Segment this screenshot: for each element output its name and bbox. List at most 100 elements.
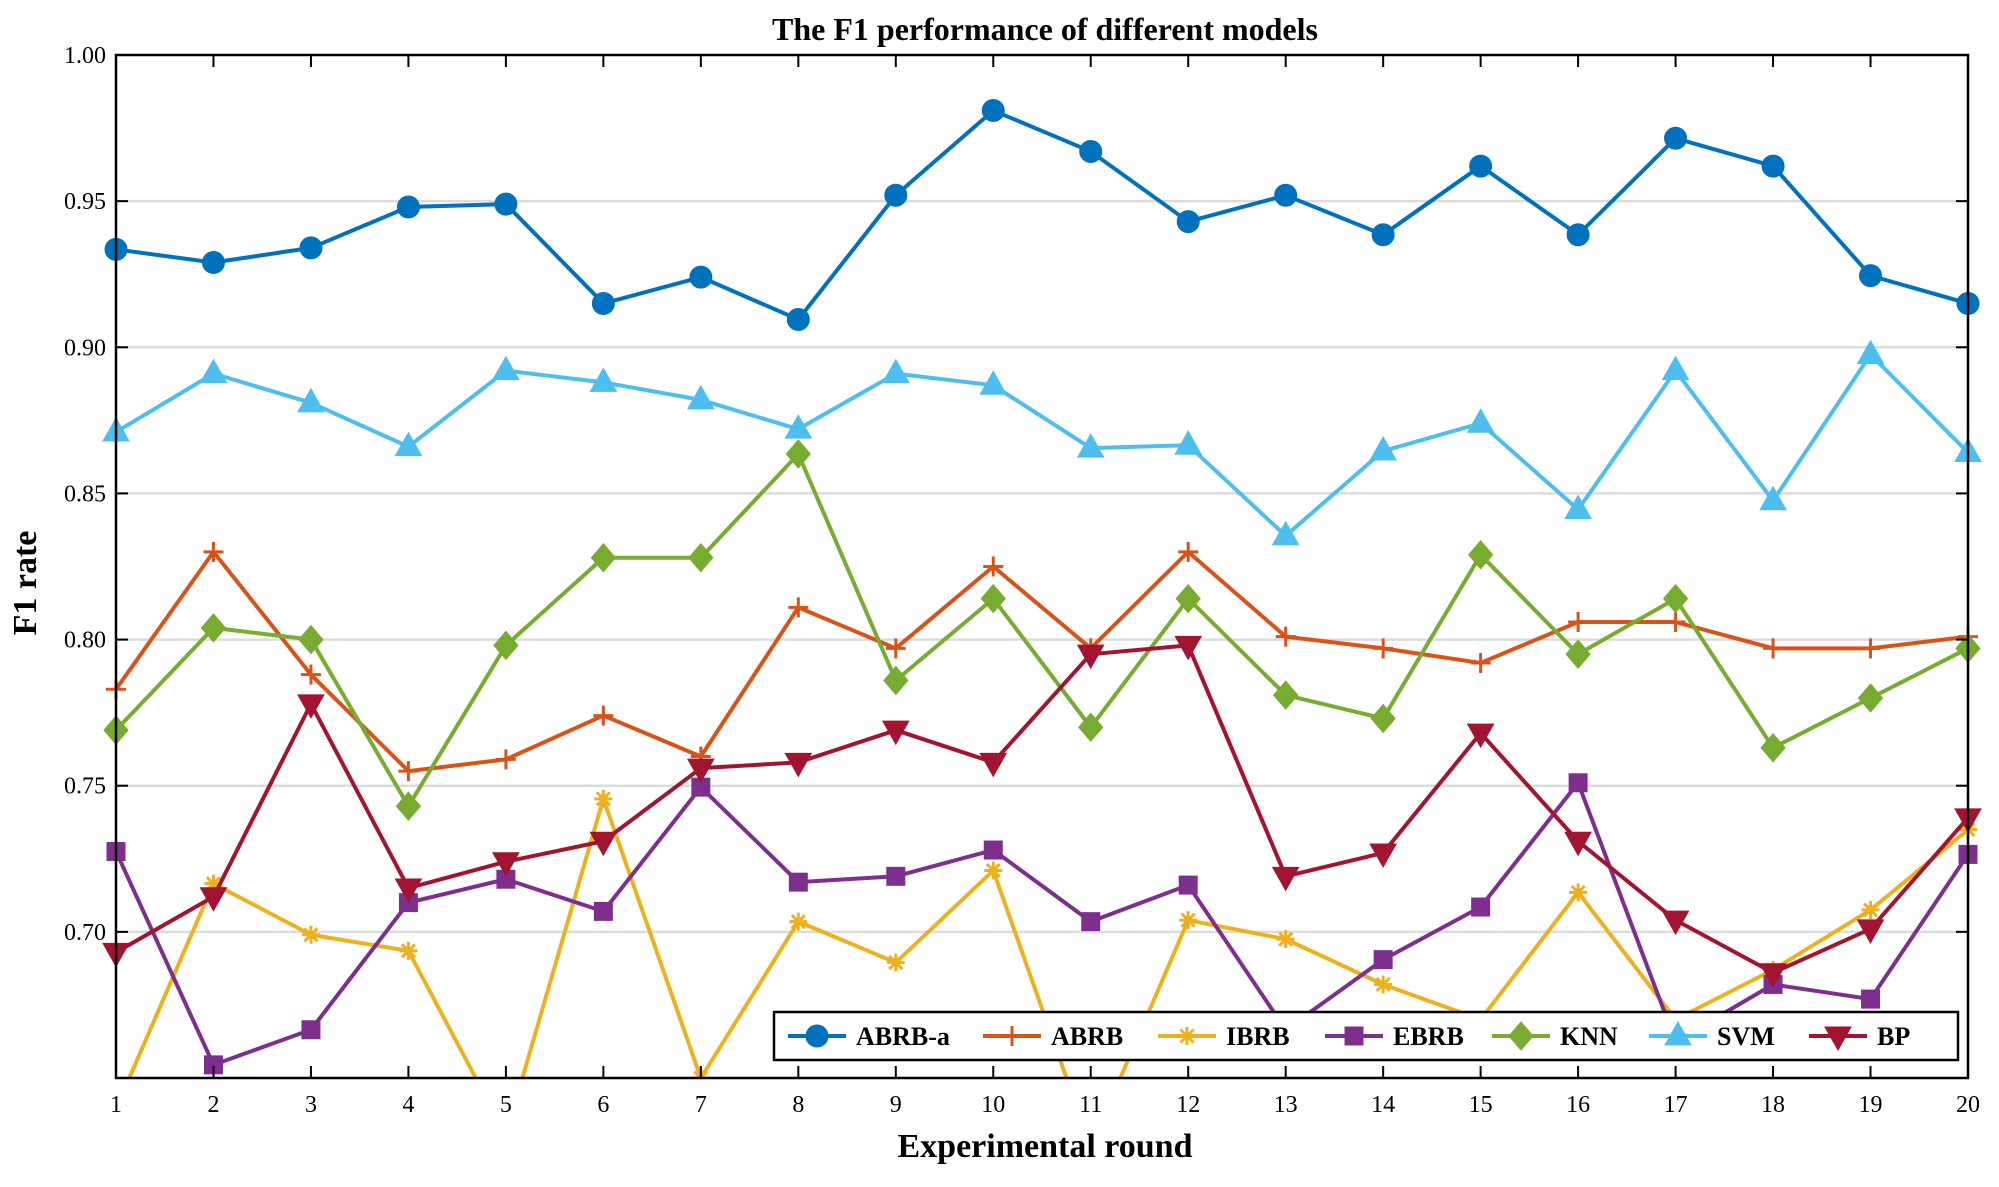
data-point-abrb-a bbox=[884, 183, 908, 207]
y-tick-label: 1.00 bbox=[64, 43, 106, 69]
legend-marker-abrb bbox=[1002, 1026, 1022, 1046]
data-point-ibrb bbox=[204, 874, 223, 893]
data-point-abrb bbox=[1665, 612, 1686, 633]
series-bp bbox=[102, 635, 1982, 988]
legend-label-ebrb: EBRB bbox=[1393, 1022, 1464, 1051]
data-point-abrb bbox=[788, 597, 809, 618]
data-point-svm bbox=[1759, 485, 1787, 511]
legend-item-abrb-a: ABRB-a bbox=[788, 1022, 950, 1051]
data-point-ebrb bbox=[1178, 875, 1198, 895]
data-point-knn bbox=[200, 613, 227, 643]
legend-label-svm: SVM bbox=[1717, 1022, 1775, 1051]
x-tick-label: 19 bbox=[1859, 1092, 1883, 1118]
data-point-abrb-a bbox=[1566, 223, 1590, 247]
data-point-ibrb bbox=[1374, 975, 1393, 994]
data-point-abrb bbox=[300, 664, 321, 685]
data-point-knn bbox=[1662, 583, 1689, 614]
data-point-svm bbox=[1271, 520, 1300, 546]
data-point-bp bbox=[979, 752, 1008, 778]
data-point-abrb-a bbox=[1859, 264, 1883, 288]
data-point-svm bbox=[784, 414, 813, 439]
data-point-bp bbox=[1076, 644, 1105, 670]
legend-label-bp: BP bbox=[1877, 1022, 1910, 1051]
data-point-ibrb bbox=[1861, 900, 1880, 919]
data-point-ibrb bbox=[789, 912, 808, 931]
data-point-bp bbox=[881, 720, 910, 746]
data-point-svm bbox=[1076, 433, 1105, 458]
legend-marker-bp bbox=[1824, 1026, 1852, 1052]
data-point-ibrb bbox=[1179, 911, 1198, 930]
legend-marker-ibrb bbox=[1178, 1027, 1196, 1045]
data-point-ibrb bbox=[886, 953, 905, 972]
data-point-knn bbox=[1565, 639, 1591, 669]
y-tick-label: 0.95 bbox=[64, 189, 106, 215]
data-point-knn bbox=[1078, 712, 1104, 743]
data-point-ebrb bbox=[983, 840, 1003, 860]
data-point-bp bbox=[1466, 723, 1495, 749]
x-tick-label: 9 bbox=[890, 1092, 902, 1118]
data-point-abrb bbox=[885, 638, 906, 659]
data-point-knn bbox=[1370, 703, 1396, 734]
x-tick-label: 1 bbox=[110, 1092, 122, 1118]
x-tick-label: 3 bbox=[305, 1092, 317, 1118]
data-point-svm bbox=[1174, 430, 1203, 455]
data-point-abrb-a bbox=[299, 236, 323, 260]
data-point-abrb-a bbox=[591, 291, 615, 315]
data-point-abrb-a bbox=[1079, 139, 1103, 163]
data-point-svm bbox=[686, 384, 715, 410]
series-line-abrb-a bbox=[115, 108, 1969, 322]
data-point-abrb-a bbox=[396, 195, 420, 219]
data-point-knn bbox=[1857, 683, 1884, 713]
data-point-bp bbox=[1369, 843, 1398, 868]
x-tick-label: 13 bbox=[1274, 1092, 1298, 1118]
data-point-abrb bbox=[593, 705, 614, 726]
data-point-abrb-a bbox=[689, 265, 713, 289]
data-point-ibrb bbox=[301, 925, 320, 944]
data-point-abrb bbox=[1178, 541, 1199, 562]
x-tick-label: 7 bbox=[695, 1092, 707, 1118]
data-point-knn bbox=[883, 665, 909, 696]
legend-item-abrb: ABRB bbox=[983, 1022, 1123, 1051]
data-point-bp bbox=[1661, 910, 1690, 936]
legend-label-ibrb: IBRB bbox=[1226, 1022, 1290, 1051]
data-point-abrb bbox=[1763, 638, 1784, 659]
data-point-svm bbox=[394, 431, 423, 457]
axes: 0.700.750.800.850.900.951.001 2 3 4 5 6 7 8 9 10 1… bbox=[64, 43, 1980, 1118]
legend-label-knn: KNN bbox=[1560, 1022, 1618, 1051]
data-point-svm bbox=[1466, 408, 1495, 433]
data-point-ibrb bbox=[594, 789, 613, 808]
data-point-svm bbox=[1856, 339, 1885, 365]
data-point-knn bbox=[980, 583, 1006, 614]
data-point-bp bbox=[394, 878, 423, 904]
legend-item-ibrb: IBRB bbox=[1158, 1022, 1290, 1051]
data-point-abrb bbox=[1568, 612, 1589, 633]
x-tick-label: 14 bbox=[1371, 1092, 1395, 1118]
data-point-abrb-a bbox=[494, 192, 518, 216]
legend-item-ebrb: EBRB bbox=[1325, 1022, 1464, 1051]
data-point-abrb bbox=[1860, 638, 1881, 659]
data-point-ebrb bbox=[1373, 950, 1393, 970]
data-point-bp bbox=[1174, 635, 1203, 661]
legend-marker-svm bbox=[1664, 1020, 1692, 1046]
legend-item-svm: SVM bbox=[1649, 1020, 1775, 1051]
data-point-knn bbox=[298, 624, 324, 655]
series-line-svm bbox=[114, 352, 1970, 538]
data-point-knn bbox=[688, 542, 714, 573]
x-tick-label: 12 bbox=[1176, 1092, 1200, 1118]
data-point-ebrb bbox=[1861, 989, 1881, 1009]
data-point-bp bbox=[1271, 866, 1300, 892]
data-point-bp bbox=[1759, 963, 1787, 988]
data-point-svm bbox=[881, 358, 910, 384]
y-tick-label: 0.75 bbox=[64, 774, 106, 800]
x-tick-label: 10 bbox=[981, 1092, 1005, 1118]
data-point-abrb bbox=[203, 541, 224, 562]
data-point-ibrb bbox=[1276, 930, 1295, 949]
x-tick-label: 20 bbox=[1956, 1092, 1980, 1118]
legend-item-knn: KNN bbox=[1492, 1021, 1618, 1051]
data-point-svm bbox=[979, 370, 1008, 395]
data-point-ibrb bbox=[984, 861, 1003, 880]
data-point-abrb bbox=[1373, 638, 1394, 659]
data-point-ibrb bbox=[399, 941, 418, 960]
x-tick-label: 18 bbox=[1761, 1092, 1785, 1118]
